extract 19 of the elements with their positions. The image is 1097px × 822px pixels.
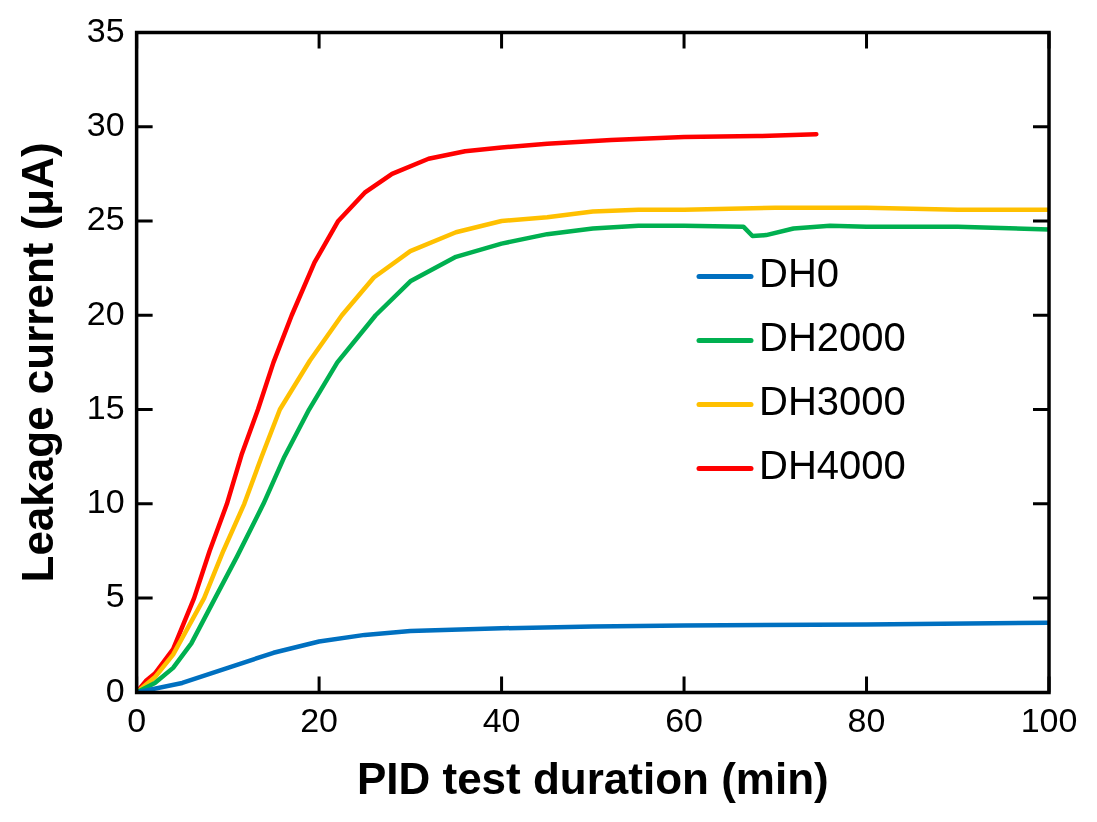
y-tick-label: 35 [86, 10, 125, 49]
x-tick-label: 60 [665, 701, 703, 740]
legend-label: DH0 [759, 251, 840, 296]
legend-label: DH2000 [759, 315, 906, 360]
legend-label: DH3000 [759, 379, 906, 424]
y-tick-label: 10 [86, 482, 125, 521]
y-tick-label: 15 [86, 387, 125, 426]
y-tick-label: 5 [105, 576, 125, 615]
y-axis-title: Leakage current (μA) [12, 142, 62, 583]
x-axis-title: PID test duration (min) [356, 753, 829, 803]
y-tick-label: 30 [86, 105, 125, 144]
x-tick-label: 100 [1020, 701, 1078, 740]
x-tick-label: 20 [300, 701, 339, 740]
y-tick-label: 25 [86, 199, 125, 238]
y-tick-label: 0 [105, 670, 125, 709]
x-tick-label: 40 [482, 701, 521, 740]
legend-label: DH4000 [759, 443, 906, 488]
x-tick-label: 80 [847, 701, 886, 740]
y-tick-label: 20 [86, 293, 125, 332]
